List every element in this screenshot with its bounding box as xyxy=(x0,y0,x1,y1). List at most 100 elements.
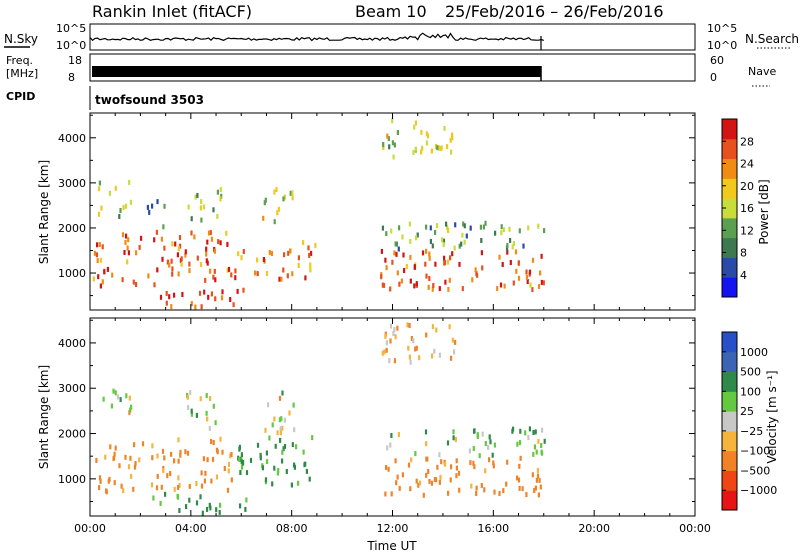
echo-cell xyxy=(232,302,235,308)
y-tick-label: 3000 xyxy=(58,382,86,395)
echo-cell xyxy=(521,486,524,492)
echo-cell xyxy=(425,456,428,462)
echo-cell xyxy=(538,477,541,483)
echo-cell xyxy=(221,289,224,295)
echo-cell xyxy=(525,492,528,498)
echo-cell xyxy=(434,261,437,267)
echo-cell xyxy=(480,483,483,488)
echo-cell xyxy=(267,402,270,408)
y-tick-label: 2000 xyxy=(58,428,86,441)
echo-cell xyxy=(416,232,419,238)
freq-label-line2: [MHz] xyxy=(6,67,38,80)
echo-cell xyxy=(384,257,387,263)
echo-cell xyxy=(129,407,132,413)
echo-cell xyxy=(406,322,409,328)
echo-cell xyxy=(212,207,215,213)
echo-cell xyxy=(210,439,213,444)
echo-cell xyxy=(540,253,543,259)
echo-cell xyxy=(447,286,450,292)
cpid-label: CPID xyxy=(6,90,35,103)
echo-cell xyxy=(405,263,408,269)
echo-cell xyxy=(125,233,128,239)
echo-cell xyxy=(200,217,203,223)
echo-cell xyxy=(179,452,182,458)
echo-cell xyxy=(451,135,454,141)
colorbar-tick-label: 25 xyxy=(740,405,754,418)
colorbar-tick-label: −100 xyxy=(740,445,770,458)
echo-cell xyxy=(436,464,439,470)
echo-cell xyxy=(212,274,215,280)
echo-cell xyxy=(385,265,388,271)
echo-cell xyxy=(518,440,522,446)
echo-cell xyxy=(438,479,441,485)
echo-cell xyxy=(281,390,284,396)
colorbar-tick-label: 20 xyxy=(740,180,754,193)
echo-cell xyxy=(242,249,245,254)
echo-cell xyxy=(249,457,253,463)
colorbar-swatch xyxy=(722,450,737,471)
echo-cell xyxy=(212,403,215,409)
echo-cell xyxy=(478,453,481,459)
echo-cell xyxy=(447,228,450,234)
echo-cell xyxy=(454,339,457,345)
radar-title: Rankin Inlet (fitACF) xyxy=(92,2,252,21)
echo-cell xyxy=(178,482,181,488)
echo-cell xyxy=(205,251,208,257)
echo-cell xyxy=(212,440,215,445)
echo-cell xyxy=(395,251,398,257)
echo-cell xyxy=(206,239,209,245)
echo-cell xyxy=(126,245,129,251)
echo-cell xyxy=(403,268,406,273)
echo-cell xyxy=(271,422,274,428)
echo-cell xyxy=(216,189,219,195)
echo-cell xyxy=(202,456,205,462)
echo-cell xyxy=(128,179,131,185)
echo-cell xyxy=(220,193,223,199)
echo-cell xyxy=(446,440,450,446)
echo-cell xyxy=(389,338,392,344)
echo-cell xyxy=(288,410,291,416)
power-colorbar: 4 8 12 16 20 24 28 xyxy=(721,118,754,298)
velocity-y-label: Slant Range [km] xyxy=(37,365,51,469)
x-tick-label: 12:00 xyxy=(377,522,409,535)
echo-cell xyxy=(429,239,432,244)
echo-cell xyxy=(165,290,168,296)
noise-panel: N.Sky 10^5 10^0 10^5 10^0 N.Search xyxy=(4,22,799,52)
echo-cell xyxy=(127,464,131,470)
echo-cell xyxy=(273,465,276,471)
echo-cell xyxy=(118,214,121,219)
echo-cell xyxy=(527,225,530,231)
echo-cell xyxy=(277,468,280,473)
echo-cell xyxy=(209,396,212,401)
echo-cell xyxy=(184,249,187,255)
echo-cell xyxy=(450,149,453,155)
echo-cell xyxy=(408,323,411,328)
echo-cell xyxy=(152,495,155,501)
echo-cell xyxy=(256,257,259,263)
echo-cell xyxy=(194,194,197,200)
echo-cell xyxy=(463,223,466,229)
echo-cell xyxy=(179,243,182,249)
x-tick-label: 16:00 xyxy=(477,522,509,535)
echo-cell xyxy=(491,452,494,458)
echo-cell xyxy=(237,251,240,257)
echo-cell xyxy=(541,427,544,433)
echo-cell xyxy=(512,280,515,286)
echo-cell xyxy=(295,444,298,450)
echo-cell xyxy=(398,281,401,287)
echo-cell xyxy=(206,506,209,512)
echo-cell xyxy=(147,273,150,279)
velocity-colorbar-label: Velocity [m s⁻¹] xyxy=(765,370,779,463)
echo-cell xyxy=(452,429,455,435)
colorbar-tick-label: 500 xyxy=(740,366,761,379)
echo-cell xyxy=(415,345,418,351)
echo-cell xyxy=(281,449,284,455)
echo-cell xyxy=(398,225,401,231)
colorbar-tick-label: −500 xyxy=(740,464,770,477)
echo-cell xyxy=(461,232,464,238)
echo-cell xyxy=(488,434,491,440)
echo-cell xyxy=(394,334,397,340)
x-tick-label: 00:00 xyxy=(74,522,106,535)
colorbar-swatch xyxy=(722,257,737,278)
echo-cell xyxy=(428,276,431,281)
